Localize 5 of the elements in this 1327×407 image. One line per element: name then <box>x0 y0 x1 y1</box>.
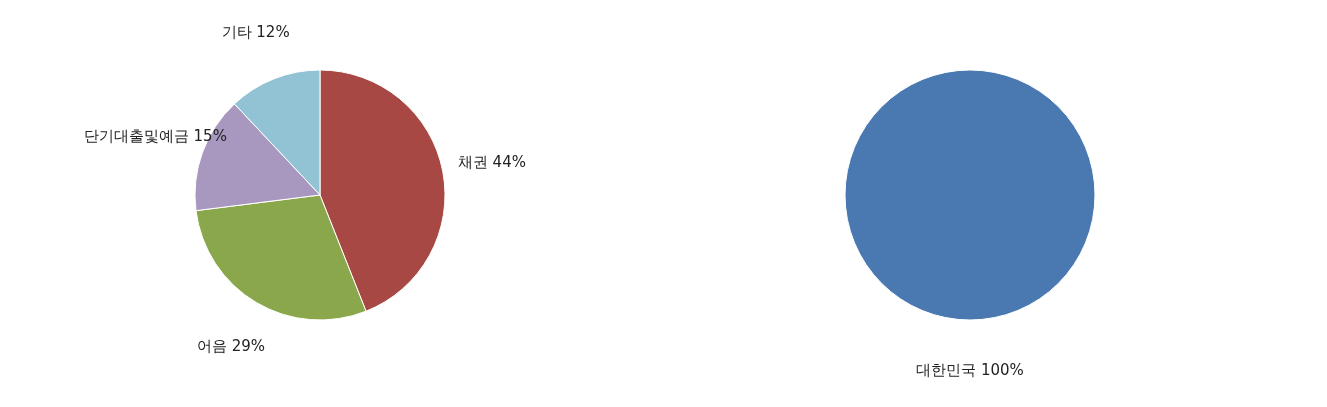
slice-label: 대한민국 100% <box>916 361 1024 379</box>
slice-label: 단기대출및예금 15% <box>83 126 227 145</box>
slice-label: 어음 29% <box>196 336 265 355</box>
slice-label: 채권 44% <box>457 153 526 172</box>
slice-label: 기타 12% <box>221 23 290 42</box>
